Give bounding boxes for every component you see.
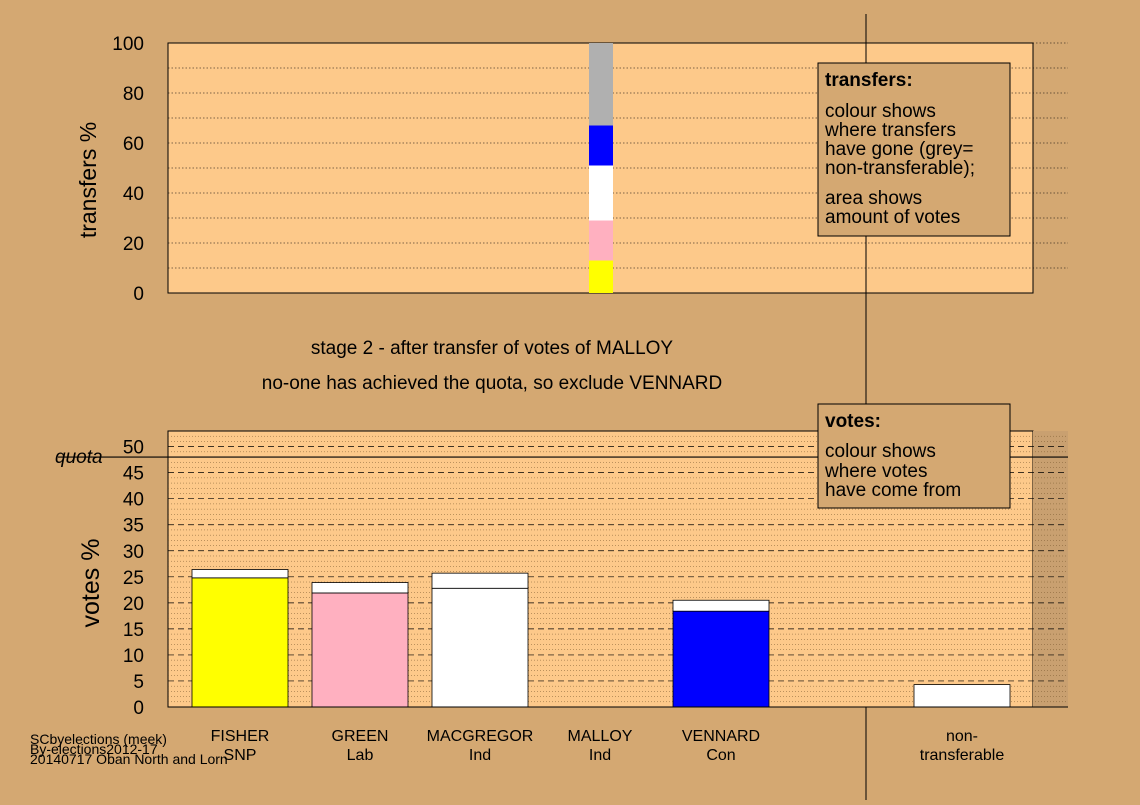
- vote-bar-base: [311, 592, 409, 708]
- transfers-y-tick-label: 20: [123, 234, 144, 255]
- votes-legend-line: have come from: [825, 480, 961, 501]
- transfers-legend-title: transfers:: [825, 70, 913, 91]
- transfer-segment: [589, 165, 613, 221]
- vote-bar-transfer: [672, 599, 770, 612]
- candidate-party: SNP: [224, 747, 257, 764]
- transfer-segment: [589, 260, 613, 293]
- transfers-legend: transfers: colour shows where transfers …: [817, 62, 1011, 237]
- votes-y-tick-label: 50: [123, 438, 144, 459]
- footer-election: 20140717 Oban North and Lorn: [30, 751, 228, 767]
- votes-y-tick-label: 30: [123, 542, 144, 563]
- votes-y-ticks: 0 5 10 15 20 25 30 35 40 45 50: [123, 438, 144, 719]
- quota-label: quota: [55, 447, 103, 468]
- vote-bar-base: [672, 610, 770, 708]
- vote-bar-transfer: [191, 569, 289, 579]
- vote-bar-base: [191, 577, 289, 708]
- votes-plot-right-strip: [1033, 431, 1068, 707]
- votes-y-axis-label: votes %: [77, 539, 105, 628]
- candidate-name: GREEN: [332, 728, 389, 745]
- transfers-y-tick-label: 0: [133, 284, 144, 305]
- transfers-legend-line: amount of votes: [825, 207, 960, 228]
- transfers-y-tick-label: 80: [123, 84, 144, 105]
- votes-y-tick-label: 20: [123, 594, 144, 615]
- votes-y-tick-label: 45: [123, 464, 144, 485]
- votes-legend-line: colour shows: [825, 441, 936, 462]
- stage-description: stage 2 - after transfer of votes of MAL…: [311, 338, 674, 359]
- stage-action: no-one has achieved the quota, so exclud…: [262, 373, 723, 394]
- votes-y-tick-label: 25: [123, 568, 144, 589]
- transfers-y-axis-label: transfers %: [75, 122, 101, 238]
- candidate-name: MALLOY: [568, 728, 633, 745]
- candidate-party: Ind: [469, 747, 491, 764]
- transfers-y-tick-label: 60: [123, 134, 144, 155]
- votes-y-tick-label: 35: [123, 516, 144, 537]
- votes-category-labels: FISHER SNP GREEN Lab MACGREGOR Ind MALLOY Ind VE…: [211, 728, 1005, 764]
- transfers-y-ticks: 0 20 40 60 80 100: [112, 34, 144, 305]
- transfers-legend-line: colour shows: [825, 101, 936, 122]
- candidate-party: Lab: [347, 747, 374, 764]
- candidate-name: VENNARD: [682, 728, 760, 745]
- candidate-party: transferable: [920, 747, 1005, 764]
- votes-legend: votes: colour shows where votes have com…: [817, 403, 1011, 509]
- transfer-segment: [589, 43, 613, 126]
- transfers-legend-line: non-transferable);: [825, 158, 975, 179]
- transfers-y-tick-label: 100: [112, 34, 144, 55]
- vote-bar-transfer: [431, 572, 529, 589]
- votes-y-tick-label: 15: [123, 620, 144, 641]
- transfers-legend-line: where transfers: [824, 120, 956, 141]
- votes-y-tick-label: 40: [123, 490, 144, 511]
- transfers-bars: [589, 43, 613, 293]
- votes-legend-title: votes:: [825, 411, 881, 432]
- vote-bar-transfer: [913, 684, 1011, 708]
- transfers-legend-line: have gone (grey=: [825, 139, 973, 160]
- candidate-name: non-: [946, 728, 978, 745]
- votes-bars: [191, 569, 1011, 708]
- votes-y-tick-label: 5: [133, 672, 144, 693]
- transfers-y-tick-label: 40: [123, 184, 144, 205]
- vote-bar-transfer: [311, 582, 409, 594]
- candidate-name: FISHER: [211, 728, 270, 745]
- transfer-segment: [589, 220, 613, 261]
- transfer-segment: [589, 125, 613, 166]
- votes-legend-line: where votes: [824, 461, 927, 482]
- votes-y-tick-label: 0: [133, 698, 144, 719]
- votes-y-tick-label: 10: [123, 646, 144, 667]
- candidate-party: Con: [706, 747, 735, 764]
- footer-source: SCbyelections (meek): [30, 731, 167, 747]
- transfers-legend-line: area shows: [825, 188, 922, 209]
- footer-series: By-elections2012-17: [30, 741, 158, 757]
- vote-bar-base: [431, 587, 529, 708]
- candidate-name: MACGREGOR: [427, 728, 534, 745]
- candidate-party: Ind: [589, 747, 611, 764]
